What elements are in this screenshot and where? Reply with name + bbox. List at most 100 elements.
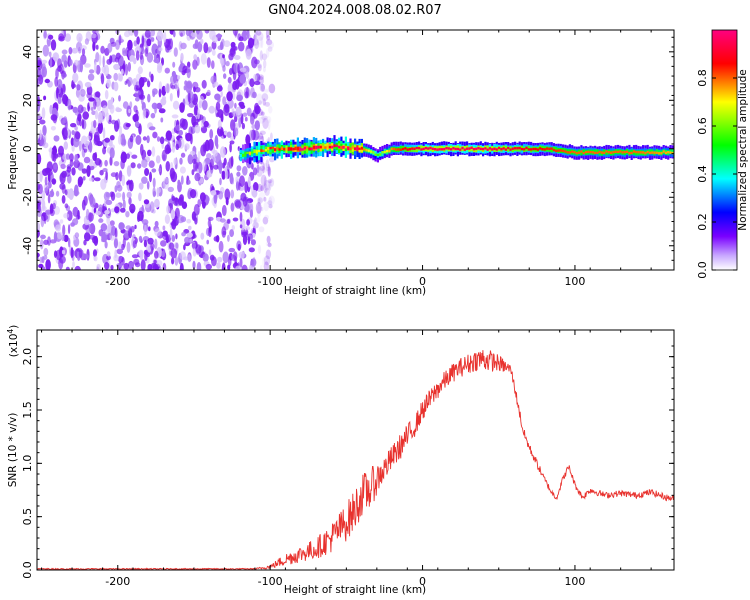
noise-cell bbox=[232, 217, 239, 222]
noise-cell bbox=[200, 144, 207, 157]
noise-cell bbox=[252, 167, 258, 176]
signal-cell bbox=[242, 153, 245, 157]
signal-cell bbox=[564, 150, 567, 153]
noise-cell bbox=[134, 84, 139, 92]
signal-cell bbox=[411, 147, 414, 150]
signal-cell bbox=[555, 149, 558, 153]
noise-cell bbox=[93, 235, 99, 246]
noise-cell bbox=[261, 93, 269, 102]
noise-cell bbox=[267, 41, 274, 49]
noise-cell bbox=[229, 142, 232, 153]
noise-cell bbox=[170, 248, 178, 259]
noise-cell bbox=[214, 135, 219, 147]
noise-cell bbox=[230, 119, 236, 131]
noise-cell bbox=[82, 111, 89, 120]
noise-cell bbox=[175, 233, 178, 240]
noise-cell bbox=[232, 80, 238, 91]
noise-cell bbox=[171, 141, 176, 153]
noise-cell bbox=[158, 108, 166, 114]
noise-cell bbox=[171, 195, 176, 202]
noise-cell bbox=[257, 64, 262, 72]
noise-cell bbox=[256, 216, 261, 223]
noise-cell bbox=[95, 64, 101, 75]
noise-cell bbox=[227, 255, 232, 267]
noise-cell bbox=[53, 135, 60, 142]
noise-cell bbox=[225, 60, 230, 67]
noise-cell bbox=[233, 55, 241, 60]
signal-cell bbox=[436, 148, 439, 151]
signal-cell bbox=[502, 147, 505, 150]
noise-cell bbox=[208, 249, 212, 256]
signal-cell bbox=[415, 147, 418, 153]
noise-cell bbox=[86, 92, 93, 99]
noise-cell bbox=[153, 58, 160, 64]
signal-cell bbox=[267, 147, 270, 150]
noise-cell bbox=[223, 157, 227, 166]
signal-cell bbox=[600, 151, 604, 154]
noise-cell bbox=[44, 78, 50, 84]
noise-cell bbox=[239, 104, 246, 109]
signal-cell bbox=[477, 147, 480, 150]
noise-cell bbox=[195, 244, 202, 254]
noise-cell bbox=[154, 228, 161, 237]
noise-cell bbox=[236, 94, 244, 102]
noise-cell bbox=[211, 40, 217, 50]
noise-cell bbox=[118, 34, 122, 46]
noise-cell bbox=[102, 146, 107, 155]
signal-cell bbox=[507, 146, 510, 150]
noise-cell bbox=[37, 153, 42, 165]
noise-cell bbox=[77, 113, 82, 122]
signal-cell bbox=[246, 151, 249, 158]
noise-cell bbox=[266, 39, 273, 46]
noise-cell bbox=[206, 89, 211, 96]
noise-cell bbox=[146, 135, 150, 144]
noise-cell bbox=[111, 119, 116, 125]
noise-cell bbox=[118, 241, 122, 250]
signal-cell bbox=[418, 147, 421, 150]
noise-cell bbox=[267, 179, 273, 184]
noise-cell bbox=[263, 176, 267, 189]
signal-cell bbox=[351, 145, 354, 149]
noise-cell bbox=[147, 149, 152, 157]
noise-cell bbox=[207, 219, 211, 228]
noise-cell bbox=[46, 168, 53, 176]
signal-cell bbox=[408, 148, 411, 151]
signal-cell bbox=[443, 148, 446, 151]
signal-cell bbox=[278, 148, 281, 151]
noise-cell bbox=[247, 175, 251, 188]
noise-cell bbox=[193, 54, 198, 61]
signal-cell bbox=[317, 145, 320, 149]
signal-cell bbox=[632, 150, 636, 153]
noise-cell bbox=[45, 259, 51, 270]
noise-cell bbox=[125, 123, 131, 128]
signal-cell bbox=[484, 147, 487, 150]
noise-cell bbox=[178, 30, 186, 37]
noise-cell bbox=[133, 113, 139, 123]
signal-cell bbox=[287, 147, 290, 151]
noise-cell bbox=[259, 165, 265, 171]
signal-cell bbox=[331, 145, 334, 149]
noise-cell bbox=[150, 112, 156, 119]
signal-cell bbox=[546, 147, 549, 150]
noise-cell bbox=[238, 115, 242, 128]
noise-cell bbox=[260, 174, 267, 187]
noise-cell bbox=[100, 178, 107, 190]
signal-cell bbox=[326, 145, 329, 149]
noise-cell bbox=[229, 135, 235, 141]
noise-cell bbox=[235, 106, 242, 119]
signal-cell bbox=[434, 148, 437, 151]
signal-cell bbox=[669, 151, 672, 154]
noise-cell bbox=[158, 88, 162, 98]
noise-cell bbox=[245, 48, 252, 60]
noise-cell bbox=[122, 101, 129, 109]
noise-cell bbox=[106, 78, 111, 88]
noise-cell bbox=[237, 33, 242, 41]
noise-cell bbox=[237, 243, 241, 251]
signal-cell bbox=[648, 151, 652, 155]
noise-cell bbox=[102, 127, 106, 139]
noise-cell bbox=[169, 167, 176, 180]
noise-cell bbox=[152, 177, 156, 188]
spectrogram-xtick-label: -200 bbox=[105, 275, 130, 288]
noise-cell bbox=[60, 163, 66, 170]
